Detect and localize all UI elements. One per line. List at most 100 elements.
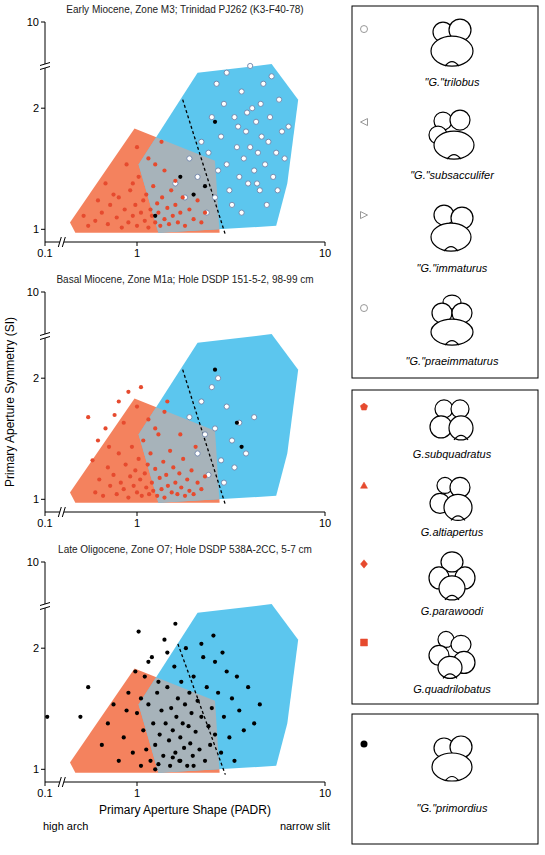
data-point: [171, 728, 175, 732]
data-point: [159, 140, 163, 144]
data-point: [201, 655, 205, 659]
data-point: [175, 492, 179, 496]
y-tick: [41, 229, 45, 230]
data-point: [232, 759, 236, 763]
data-point: [274, 150, 279, 155]
data-point: [117, 759, 121, 763]
foram-chamber: [451, 635, 471, 653]
data-point: [202, 432, 207, 437]
data-point: [165, 206, 169, 210]
data-point: [259, 134, 264, 139]
axis-break: [58, 237, 61, 247]
data-point: [96, 198, 100, 202]
data-point: [257, 188, 262, 193]
data-point: [181, 721, 185, 725]
panel-title: Basal Miocene, Zone M1a; Hole DSDP 151-5…: [56, 274, 313, 285]
data-point: [213, 120, 217, 124]
data-point: [224, 70, 229, 75]
data-point: [203, 474, 207, 478]
data-point: [178, 759, 182, 763]
y-tick-label: 2: [33, 102, 39, 114]
foram-chamber: [432, 753, 472, 781]
data-point: [227, 188, 232, 193]
data-point: [123, 207, 127, 211]
data-point: [97, 477, 101, 481]
data-point: [182, 746, 186, 750]
x-tick: [137, 512, 138, 516]
x-axis-title: Primary Aperture Shape (PADR): [99, 803, 271, 817]
axis-break: [58, 507, 61, 517]
data-point: [135, 224, 139, 228]
axis-break: [40, 337, 50, 340]
data-point: [164, 721, 168, 725]
axis-break: [40, 607, 50, 610]
foram-chamber: [431, 223, 471, 251]
data-point: [112, 413, 116, 417]
x-tick-label: 10: [319, 787, 331, 799]
data-point: [132, 484, 136, 488]
data-point: [153, 743, 157, 747]
data-point: [166, 484, 170, 488]
data-point: [124, 462, 128, 466]
data-point: [199, 139, 204, 144]
y-tick-label: 10: [27, 556, 39, 568]
data-point: [181, 195, 185, 199]
data-point: [185, 477, 189, 481]
key-label: "G."praeimmaturus: [406, 355, 499, 367]
key-label: "G."primordius: [417, 802, 488, 814]
x-axis-note: high arch: [43, 820, 88, 832]
data-point: [141, 438, 145, 442]
data-point: [169, 188, 173, 192]
data-point: [253, 119, 258, 124]
data-point: [169, 706, 173, 710]
data-point: [117, 451, 121, 455]
data-point: [267, 115, 272, 120]
data-point: [261, 81, 266, 86]
data-point: [162, 217, 166, 221]
data-point: [176, 696, 180, 700]
data-point: [156, 432, 160, 436]
data-point: [173, 179, 177, 183]
foram-chamber: [450, 110, 470, 130]
data-point: [124, 162, 128, 166]
data-point: [133, 669, 137, 673]
data-point: [153, 467, 157, 471]
data-point: [133, 203, 137, 207]
data-point: [195, 699, 199, 703]
data-point: [187, 156, 192, 161]
data-point: [203, 211, 207, 215]
data-point: [221, 480, 226, 485]
x-tick: [325, 512, 326, 516]
data-point: [78, 715, 82, 719]
data-point: [205, 685, 209, 689]
foram-aperture: [445, 777, 459, 782]
x-tick-label: 10: [319, 247, 331, 259]
data-point: [174, 715, 178, 719]
data-point: [131, 181, 135, 185]
key-label: "G."subsacculifer: [410, 169, 495, 181]
data-point: [232, 115, 237, 120]
data-point: [286, 124, 291, 129]
data-point: [106, 721, 110, 725]
key-marker: [361, 305, 368, 312]
data-point: [108, 484, 112, 488]
key-marker: [361, 26, 368, 33]
data-point: [229, 202, 234, 207]
data-point: [144, 485, 148, 489]
key-marker: [361, 741, 368, 748]
data-point: [183, 494, 187, 498]
x-axis-line: [45, 782, 325, 783]
data-point: [195, 174, 200, 179]
data-point: [100, 743, 104, 747]
data-point: [156, 680, 160, 684]
panel-title: Late Oligocene, Zone O7; Hole DSDP 538A-…: [58, 544, 312, 555]
data-point: [277, 97, 282, 102]
data-point: [209, 385, 214, 390]
y-tick-label: 2: [33, 642, 39, 654]
data-point: [199, 399, 204, 404]
data-point: [246, 685, 250, 689]
data-point: [189, 468, 193, 472]
data-point: [159, 487, 163, 491]
y-tick-label: 1: [33, 223, 39, 235]
y-tick: [41, 769, 45, 770]
